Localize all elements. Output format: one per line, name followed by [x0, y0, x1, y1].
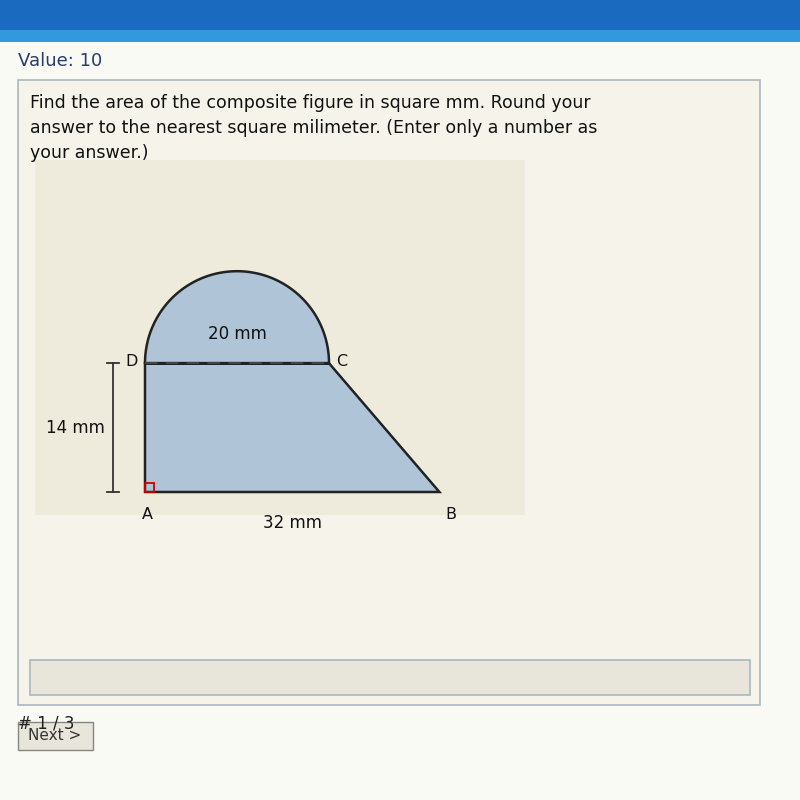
Text: A: A [142, 507, 153, 522]
Bar [0, 0, 800, 30]
Bar [30, 660, 750, 695]
Text: 20 mm: 20 mm [207, 326, 266, 343]
Polygon shape [145, 271, 329, 363]
Text: # 1 / 3: # 1 / 3 [18, 715, 74, 733]
Bar [145, 483, 154, 492]
Bar [0, 30, 800, 42]
Text: answer to the nearest square milimeter. (Enter only a number as: answer to the nearest square milimeter. … [30, 119, 598, 137]
Text: Value: 10: Value: 10 [18, 52, 102, 70]
Text: 32 mm: 32 mm [262, 514, 322, 532]
Text: 14 mm: 14 mm [46, 418, 105, 437]
Bar [18, 722, 93, 750]
Polygon shape [145, 363, 439, 492]
Text: B: B [446, 507, 456, 522]
Text: Next >: Next > [28, 729, 82, 743]
Text: D: D [126, 354, 138, 369]
Text: Find the area of the composite figure in square mm. Round your: Find the area of the composite figure in… [30, 94, 590, 112]
Bar [35, 160, 525, 515]
Text: C: C [336, 354, 347, 369]
Bar [18, 80, 760, 705]
Text: your answer.): your answer.) [30, 144, 149, 162]
